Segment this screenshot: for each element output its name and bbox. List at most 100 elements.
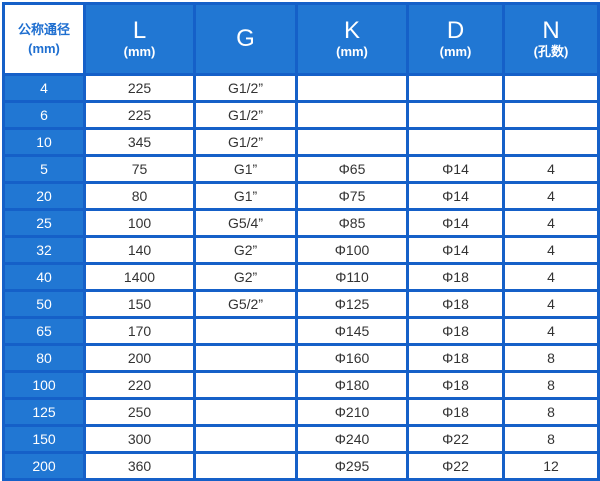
cell-nominal-diameter: 40 xyxy=(5,265,83,289)
cell-K: Φ295 xyxy=(298,454,406,478)
cell-K: Φ65 xyxy=(298,157,406,181)
header-L: L (mm) xyxy=(86,5,193,73)
cell-D: Φ14 xyxy=(409,238,502,262)
cell-K: Φ240 xyxy=(298,427,406,451)
cell-K xyxy=(298,130,406,154)
cell-L: 300 xyxy=(86,427,193,451)
cell-K: Φ75 xyxy=(298,184,406,208)
cell-K: Φ85 xyxy=(298,211,406,235)
cell-L: 75 xyxy=(86,157,193,181)
cell-D: Φ18 xyxy=(409,400,502,424)
cell-L: 1400 xyxy=(86,265,193,289)
cell-N xyxy=(505,130,597,154)
cell-N: 4 xyxy=(505,238,597,262)
cell-N: 4 xyxy=(505,319,597,343)
table-row: 6 225 G1/2” xyxy=(5,103,597,127)
cell-K: Φ110 xyxy=(298,265,406,289)
cell-N: 8 xyxy=(505,427,597,451)
cell-nominal-diameter: 32 xyxy=(5,238,83,262)
table-row: 32 140 G2” Φ100 Φ14 4 xyxy=(5,238,597,262)
cell-nominal-diameter: 4 xyxy=(5,76,83,100)
cell-L: 220 xyxy=(86,373,193,397)
cell-L: 170 xyxy=(86,319,193,343)
cell-D: Φ18 xyxy=(409,373,502,397)
cell-D: Φ22 xyxy=(409,454,502,478)
header-label: G xyxy=(236,25,255,52)
table-row: 20 80 G1” Φ75 Φ14 4 xyxy=(5,184,597,208)
table-row: 40 1400 G2” Φ110 Φ18 4 xyxy=(5,265,597,289)
cell-G: G1/2” xyxy=(196,103,295,127)
cell-N: 8 xyxy=(505,400,597,424)
header-unit: (孔数) xyxy=(533,44,569,59)
cell-D: Φ14 xyxy=(409,184,502,208)
cell-D xyxy=(409,76,502,100)
table-row: 5 75 G1” Φ65 Φ14 4 xyxy=(5,157,597,181)
cell-K xyxy=(298,103,406,127)
cell-N: 12 xyxy=(505,454,597,478)
table-row: 50 150 G5/2” Φ125 Φ18 4 xyxy=(5,292,597,316)
cell-G: G1” xyxy=(196,184,295,208)
table-row: 200 360 Φ295 Φ22 12 xyxy=(5,454,597,478)
table-row: 65 170 Φ145 Φ18 4 xyxy=(5,319,597,343)
cell-nominal-diameter: 100 xyxy=(5,373,83,397)
table-row: 10 345 G1/2” xyxy=(5,130,597,154)
cell-L: 80 xyxy=(86,184,193,208)
cell-G: G2” xyxy=(196,238,295,262)
cell-D: Φ22 xyxy=(409,427,502,451)
header-unit: (mm) xyxy=(439,44,472,59)
header-label: K xyxy=(343,17,360,44)
header-D: D (mm) xyxy=(409,5,502,73)
cell-D: Φ18 xyxy=(409,346,502,370)
cell-N xyxy=(505,76,597,100)
cell-N: 4 xyxy=(505,292,597,316)
cell-L: 225 xyxy=(86,76,193,100)
header-nominal-diameter: 公称通径 (mm) xyxy=(5,5,83,73)
cell-G xyxy=(196,319,295,343)
cell-G xyxy=(196,454,295,478)
cell-G: G2” xyxy=(196,265,295,289)
cell-nominal-diameter: 6 xyxy=(5,103,83,127)
header-unit: (mm) xyxy=(336,44,368,59)
cell-nominal-diameter: 150 xyxy=(5,427,83,451)
cell-D xyxy=(409,103,502,127)
header-G: G xyxy=(196,5,295,73)
cell-D: Φ18 xyxy=(409,265,502,289)
cell-L: 140 xyxy=(86,238,193,262)
cell-L: 225 xyxy=(86,103,193,127)
cell-N: 8 xyxy=(505,373,597,397)
cell-D: Φ18 xyxy=(409,319,502,343)
table-row: 25 100 G5/4” Φ85 Φ14 4 xyxy=(5,211,597,235)
table-row: 4 225 G1/2” xyxy=(5,76,597,100)
header-label: N xyxy=(542,17,560,44)
cell-K xyxy=(298,76,406,100)
cell-G xyxy=(196,373,295,397)
cell-N: 4 xyxy=(505,157,597,181)
header-unit: (mm) xyxy=(28,41,60,56)
cell-L: 345 xyxy=(86,130,193,154)
header-N: N (孔数) xyxy=(505,5,597,73)
cell-L: 150 xyxy=(86,292,193,316)
cell-D: Φ14 xyxy=(409,211,502,235)
cell-G xyxy=(196,346,295,370)
header-row: 公称通径 (mm) L (mm) G K (mm) D (mm) N (孔数) xyxy=(5,5,597,73)
cell-N xyxy=(505,103,597,127)
cell-K: Φ100 xyxy=(298,238,406,262)
cell-nominal-diameter: 5 xyxy=(5,157,83,181)
cell-nominal-diameter: 200 xyxy=(5,454,83,478)
cell-L: 360 xyxy=(86,454,193,478)
cell-N: 4 xyxy=(505,265,597,289)
cell-K: Φ210 xyxy=(298,400,406,424)
header-label: L xyxy=(132,17,147,44)
cell-G: G5/2” xyxy=(196,292,295,316)
cell-D: Φ14 xyxy=(409,157,502,181)
cell-nominal-diameter: 50 xyxy=(5,292,83,316)
cell-G: G1/2” xyxy=(196,130,295,154)
header-K: K (mm) xyxy=(298,5,406,73)
cell-nominal-diameter: 80 xyxy=(5,346,83,370)
cell-G xyxy=(196,400,295,424)
table-row: 125 250 Φ210 Φ18 8 xyxy=(5,400,597,424)
cell-nominal-diameter: 65 xyxy=(5,319,83,343)
cell-K: Φ145 xyxy=(298,319,406,343)
cell-nominal-diameter: 125 xyxy=(5,400,83,424)
